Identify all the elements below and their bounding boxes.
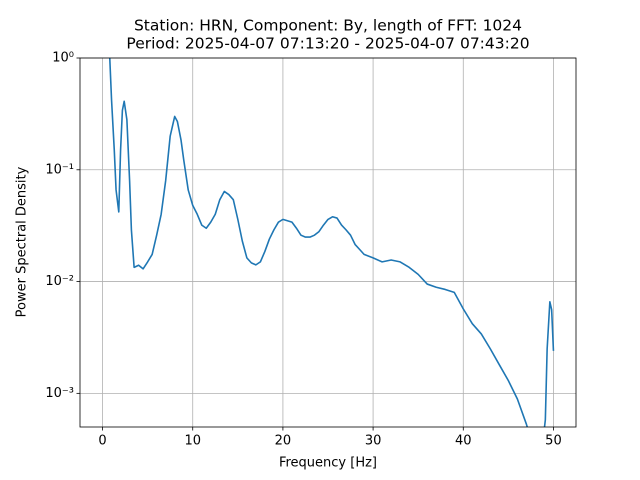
plot-area xyxy=(108,58,555,427)
x-tick-label: 50 xyxy=(545,434,562,449)
y-tick-label: 10⁻³ xyxy=(45,386,74,401)
axes-frame xyxy=(79,57,577,428)
y-tick-label: 10⁻¹ xyxy=(45,162,74,177)
x-tick-label: 20 xyxy=(275,434,292,449)
y-tick-label: 10⁻² xyxy=(45,274,74,289)
x-tick-label: 0 xyxy=(98,434,106,449)
data-line xyxy=(108,58,555,427)
y-tick-label: 10⁰ xyxy=(52,51,74,66)
x-tick-label: 40 xyxy=(455,434,472,449)
chart-title: Period: 2025-04-07 07:13:20 - 2025-04-07… xyxy=(126,35,529,53)
x-tick-label: 10 xyxy=(184,434,201,449)
x-tick-label: 30 xyxy=(365,434,382,449)
x-axis-label: Frequency [Hz] xyxy=(279,456,377,471)
y-axis-label: Power Spectral Density xyxy=(15,166,30,317)
chart-title: Station: HRN, Component: By, length of F… xyxy=(134,17,522,35)
ticks: 0 10 20 30 40 50 10⁻³ 10⁻² 10⁻¹ 10⁰ xyxy=(45,51,561,449)
